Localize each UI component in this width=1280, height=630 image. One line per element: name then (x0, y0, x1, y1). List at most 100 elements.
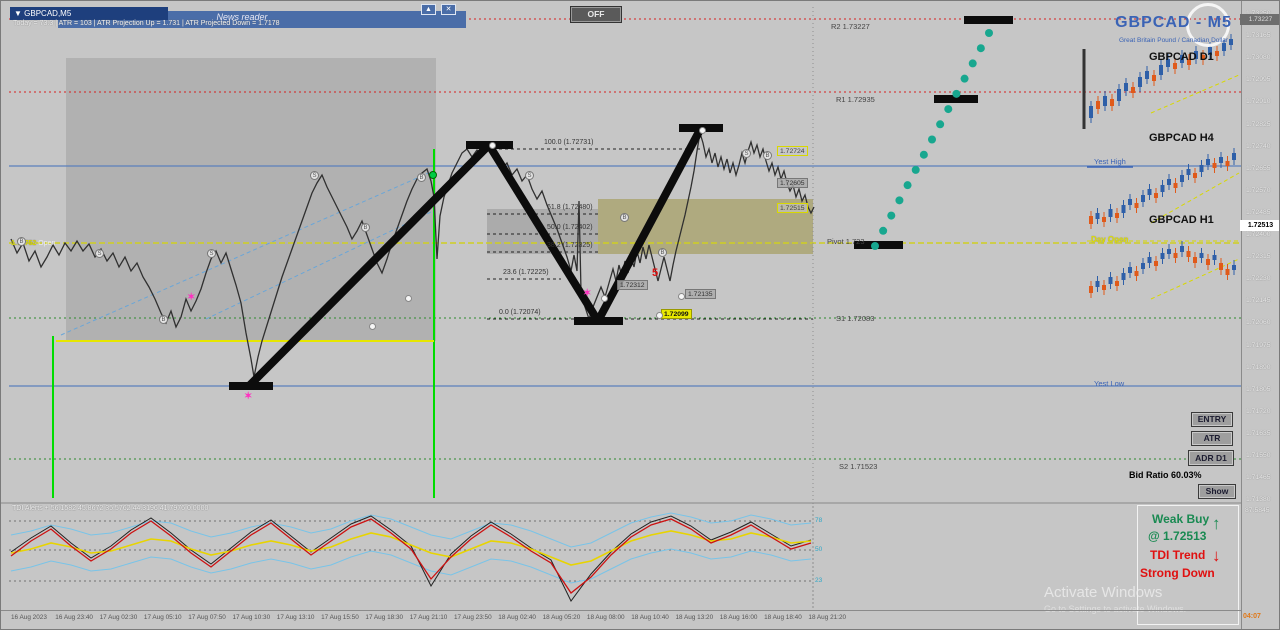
yest-high-label: Yest High (1094, 157, 1126, 166)
time-axis-label: 17 Aug 07:50 (188, 614, 226, 621)
entry-button[interactable]: ENTRY (1191, 412, 1233, 427)
price-axis-label: 1.71975 (1246, 341, 1271, 349)
signal-tdi-trend: TDI Trend (1150, 548, 1206, 562)
atr-info-line: Today = 73.3 | ATR = 103 | ATR Projectio… (13, 20, 280, 27)
candle-body-h4 (1225, 161, 1230, 166)
price-axis-label: 1.71890 (1246, 363, 1271, 371)
time-axis-label: 18 Aug 21:20 (808, 614, 847, 621)
candle-body-h1 (1186, 251, 1191, 257)
signal-strong-down: Strong Down (1140, 566, 1215, 580)
time-axis[interactable]: 16 Aug 2023 16 Aug 23:40 17 Aug 02:30 17 Au… (1, 610, 1241, 626)
tdi-base-line (10, 530, 812, 566)
mini-chart-dashed-line (1150, 74, 1240, 114)
candle-body-h4 (1199, 165, 1204, 172)
dropdown-arrow-icon[interactable]: ▼ (14, 9, 22, 18)
drawn-zigzag-line (246, 142, 492, 389)
candle-body-h4 (1134, 203, 1139, 208)
candle-body-h4 (1180, 175, 1184, 182)
time-axis-label: 18 Aug 08:00 (586, 614, 625, 621)
price-tag: 1.72724 (777, 146, 808, 156)
candle-body-h1 (1225, 269, 1230, 275)
price-axis-label: 1.72910 (1246, 98, 1271, 106)
candle-body-d1 (1110, 99, 1114, 106)
candle-body-d1 (1096, 101, 1100, 109)
signal-price: @ 1.72513 (1148, 529, 1207, 543)
sidebar-symbol-title: GBPCAD - M5 (1115, 14, 1232, 31)
projection-dot (976, 44, 985, 53)
yest-low-label: Yest Low (1094, 379, 1125, 388)
candle-body-h1 (1173, 253, 1178, 258)
trade-letter-marker: S (207, 249, 216, 258)
projection-dot (960, 74, 969, 83)
time-axis-label: 18 Aug 02:40 (498, 614, 536, 621)
candle-body-h4 (1115, 213, 1119, 218)
current-price-badge: 1.72513 (1240, 220, 1279, 231)
candle-body-h1 (1115, 281, 1119, 286)
atr-button[interactable]: ATR (1191, 431, 1233, 446)
time-axis-label: 18 Aug 18:40 (764, 614, 802, 621)
candle-body-h1 (1134, 271, 1139, 276)
price-axis-label: 1.71805 (1246, 385, 1271, 393)
signal-panel: Weak Buy @ 1.72513 ↑ TDI Trend ↓ Strong … (1137, 505, 1239, 625)
show-button[interactable]: Show (1198, 484, 1236, 499)
drawn-zigzag-line (485, 142, 602, 324)
time-axis-label: 17 Aug 13:10 (276, 614, 315, 621)
projection-dot (985, 29, 993, 37)
price-tag: 1.72099 (661, 309, 692, 319)
off-button[interactable]: OFF (570, 6, 622, 23)
collapse-button[interactable]: ▲ (421, 4, 436, 15)
price-series-line (10, 132, 815, 378)
candle-body-d1 (1222, 43, 1226, 51)
fib-level-label: 61.8 (1.72480) (547, 204, 593, 211)
price-tag: 1.72312 (617, 280, 648, 290)
time-axis-label: 17 Aug 15:50 (321, 614, 359, 621)
candle-body-h1 (1089, 286, 1093, 293)
close-icon[interactable]: ✕ (441, 4, 456, 15)
price-axis-label: 1.72145 (1246, 297, 1271, 305)
candle-body-d1 (1145, 71, 1149, 79)
adr-d1-button[interactable]: ADR D1 (1188, 450, 1234, 466)
candle-body-h1 (1147, 257, 1152, 263)
swing-dot-marker (601, 295, 608, 302)
trade-letter-marker: B (361, 223, 370, 232)
price-tag: 1.72605 (777, 178, 808, 188)
candle-body-h4 (1089, 216, 1093, 224)
trade-letter-marker: S (310, 171, 319, 180)
time-axis-label: 17 Aug 21:10 (409, 614, 448, 621)
candle-body-d1 (1152, 75, 1156, 81)
trade-letter-marker: B (17, 237, 26, 246)
fib-level-label: 38.2 (1.72325) (547, 242, 593, 249)
trade-letter-marker: B (620, 213, 629, 222)
candle-body-h1 (1219, 263, 1223, 270)
tdi-level-label: 78 (815, 517, 823, 524)
price-axis-label: 1.71635 (1246, 429, 1271, 437)
up-arrow-icon: ↑ (1212, 514, 1221, 533)
shaded-zone (66, 58, 436, 341)
price-axis-label: 1.72825 (1246, 120, 1271, 128)
candle-body-d1 (1103, 96, 1107, 106)
time-axis-label: 16 Aug 23:40 (55, 614, 93, 621)
timeframe-highlight-circle (1186, 3, 1230, 47)
price-axis[interactable]: 1.73250 1.73165 1.73080 1.72995 1.72910 1.728… (1241, 1, 1279, 629)
time-axis-label: 18 Aug 10:40 (631, 614, 669, 621)
projection-dot (879, 226, 888, 235)
time-axis-label: 16 Aug 2023 (11, 614, 47, 621)
tdi-level-label: 23 (815, 577, 823, 584)
price-axis-label: 1.73080 (1246, 54, 1271, 62)
candle-body-h1 (1108, 277, 1113, 284)
symbol-title-chip[interactable]: ▼ GBPCAD,M5 (10, 7, 168, 20)
mini-chart-label-h4: GBPCAD H4 (1149, 132, 1214, 144)
pivot-level-label: Pivot 1.723 (827, 237, 865, 246)
candle-body-d1 (1089, 106, 1093, 118)
price-axis-label: 1.72485 (1246, 208, 1271, 216)
candle-body-h1 (1212, 255, 1217, 260)
tdi-price-line-shadow (10, 515, 812, 602)
activate-windows-watermark: Activate Windows (1044, 584, 1163, 601)
candle-body-h4 (1232, 153, 1236, 160)
price-axis-label: 1.71550 (1246, 452, 1271, 459)
price-axis-label: 1.73165 (1246, 32, 1271, 40)
candle-body-h1 (1141, 263, 1145, 269)
swing-dot-marker (699, 127, 706, 134)
fib-level-label: 50.0 (1.72402) (547, 224, 593, 231)
